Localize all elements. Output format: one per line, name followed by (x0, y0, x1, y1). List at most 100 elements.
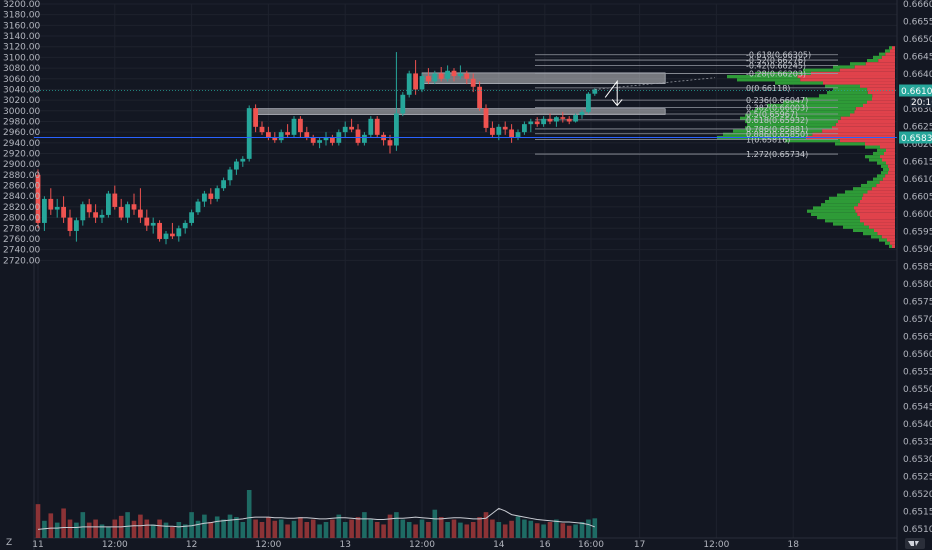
tradingview-logo-mark (908, 541, 919, 546)
left-price-axis[interactable]: 3200.003180.003160.003140.003120.003100.… (3, 0, 40, 548)
candle-body (432, 73, 438, 82)
volume-bar (547, 522, 553, 538)
candle-body (368, 118, 374, 135)
candle-body (310, 137, 316, 143)
volume-bar (189, 512, 194, 538)
volume-bar (394, 512, 399, 538)
profile-bar-down (863, 193, 895, 197)
volume-bar (330, 519, 335, 538)
profile-bar-down (865, 62, 895, 66)
fib-label: 0.786(0.65881) (746, 125, 808, 134)
candle-body (566, 118, 572, 122)
candle-body (374, 118, 380, 135)
profile-bar-down (869, 225, 895, 229)
profile-bar-up (835, 142, 865, 146)
volume-bar (304, 522, 310, 538)
candle-body (42, 198, 47, 223)
arrow-drawing[interactable] (604, 79, 623, 107)
candle-body (131, 204, 137, 210)
candles[interactable] (35, 52, 598, 245)
volume-bar (202, 514, 207, 538)
volume-bar (323, 522, 329, 538)
left-tick-label: 2840.00 (3, 192, 40, 202)
candle-body (240, 158, 246, 162)
candle-body (387, 140, 393, 146)
profile-bar-down (881, 235, 895, 239)
arrow-head (611, 99, 623, 107)
candle-body (394, 113, 399, 146)
profile-bar-down (857, 212, 895, 216)
profile-bar-up (853, 187, 872, 191)
volume-bar (464, 524, 470, 538)
left-tick-label: 2940.00 (3, 139, 40, 149)
profile-bar-up (811, 212, 858, 216)
profile-bar-up (873, 151, 884, 156)
volume-bar (48, 513, 54, 538)
profile-bar-down (892, 46, 895, 50)
candle-body (170, 233, 175, 237)
z-label: Z (6, 538, 12, 548)
left-tick-label: 3180.00 (3, 11, 40, 21)
candle-body (99, 214, 105, 218)
current-price-value: 0.66106 (901, 87, 932, 97)
profile-bar-up (843, 225, 869, 229)
profile-bar-up (803, 97, 872, 101)
volume-bar (317, 524, 322, 538)
candle-body (80, 204, 86, 221)
volume-bar (208, 522, 214, 538)
volume-bar (240, 522, 246, 538)
profile-bar-up (867, 59, 879, 63)
time-axis[interactable]: 11 12:00 12 12:00 13 12:00 14 16 16:00 17 12:00 18 (32, 540, 799, 550)
volume-bar (406, 522, 412, 538)
profile-bar-down (877, 232, 895, 236)
countdown-tag (910, 96, 932, 108)
profile-bar-down (885, 52, 895, 56)
profile-bar-up (785, 139, 840, 143)
profile-bar-up (889, 46, 892, 50)
profile-bar-up (819, 94, 873, 98)
volume-bar (566, 525, 572, 538)
volume-bar (477, 517, 482, 538)
candle-body (477, 86, 482, 109)
time-tick-label: 14 (493, 540, 505, 550)
profile-bar-up (745, 119, 838, 124)
profile-bar-up (817, 216, 860, 220)
candle-body (112, 193, 118, 207)
volume-bar (381, 524, 386, 538)
volume-bar (131, 520, 137, 538)
profile-bar-up (747, 123, 836, 127)
candle-body (470, 78, 476, 87)
profile-bar-up (737, 78, 801, 82)
left-tick-label: 3140.00 (3, 32, 40, 42)
candle-body (528, 121, 534, 125)
fibonacci-retracement[interactable]: -0.618(0.66305)-0.52(0.66276)-0.42(0.662… (535, 51, 838, 159)
fib-label: -0.618(0.66305) (746, 51, 811, 60)
profile-bar-down (890, 49, 895, 53)
candle-body (400, 94, 406, 114)
profile-bar-up (853, 228, 874, 233)
candle-body (458, 73, 463, 77)
volume-bar (592, 518, 598, 538)
profile-bar-down (840, 139, 895, 143)
profile-bar-up (867, 180, 880, 184)
time-tick-label: 16 (539, 540, 551, 550)
arrow-line (604, 79, 618, 106)
volume-bar (138, 514, 143, 538)
profile-bar-up (873, 55, 882, 59)
profile-bar-up (825, 84, 860, 88)
fib-label: 0.618(0.65932) (746, 116, 808, 125)
